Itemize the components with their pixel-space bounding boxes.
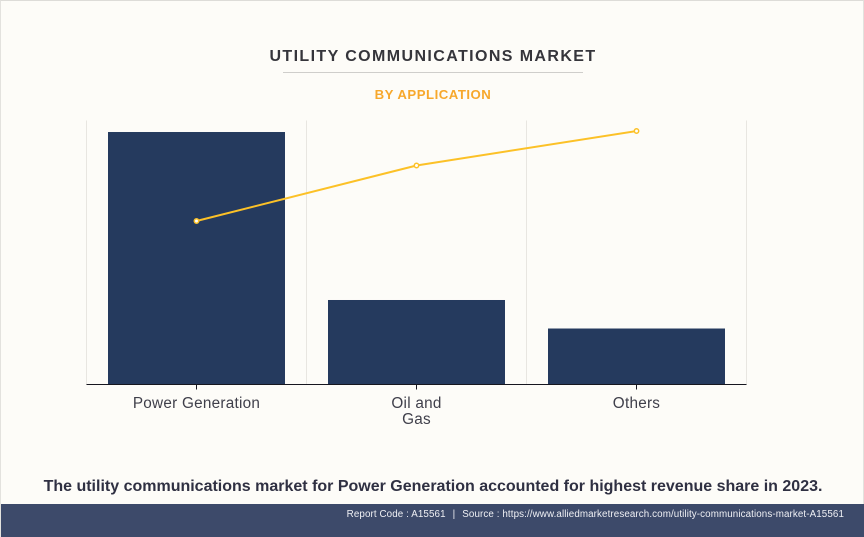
bar-oil-and-gas [328, 299, 505, 385]
category-label-others: Others [612, 395, 661, 412]
x-axis [86, 384, 747, 390]
line-marker-2 [633, 128, 640, 134]
bar-power-generation [108, 132, 285, 385]
key-insight-statement: The utility communications market for Po… [43, 477, 823, 495]
footer-text: Report Code : A15561 | Source : https://… [347, 509, 844, 520]
line-marker-1 [413, 162, 420, 169]
report-code: Report Code : A15561 [346, 509, 446, 520]
bar-others [548, 328, 725, 385]
footer-separator: | [452, 509, 456, 520]
chart-subtitle: BY APPLICATION [374, 87, 492, 102]
bar-series [108, 132, 725, 385]
source-text: Source : https://www.alliedmarketresearc… [462, 509, 844, 520]
footer-bar: Report Code : A15561 | Source : https://… [1, 504, 864, 537]
chart-title: UTILITY COMMUNICATIONS MARKET [269, 48, 597, 65]
bar-chart-plot [86, 120, 747, 390]
category-label-power-generation: Power Generation [132, 395, 261, 412]
line-series [193, 128, 640, 224]
title-divider [283, 72, 583, 73]
category-label-oil-and-gas: Oil and Gas [391, 395, 442, 428]
line-marker-0 [193, 218, 200, 224]
category-gridlines [86, 120, 747, 385]
